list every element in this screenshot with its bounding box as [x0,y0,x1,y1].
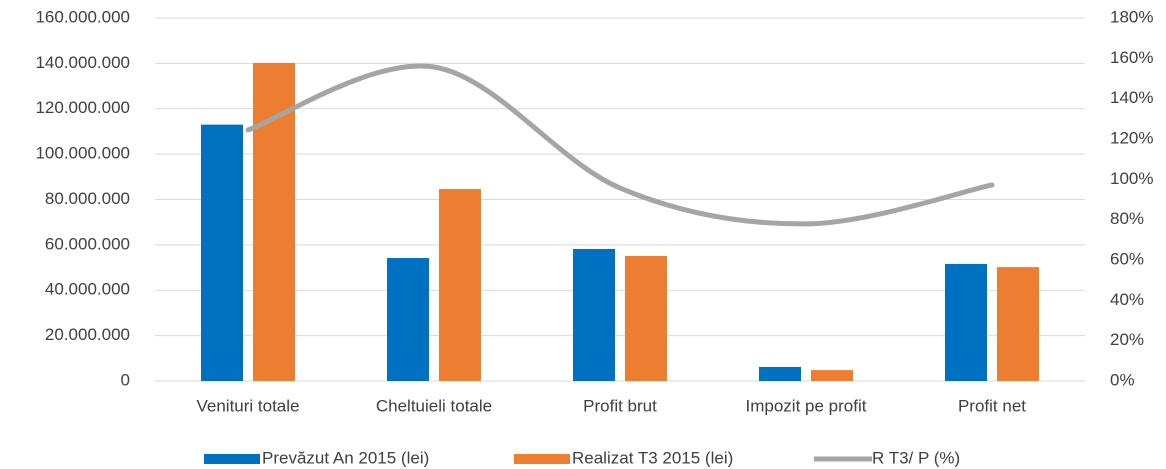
x-tick-label: Profit brut [583,396,657,415]
bar [625,255,667,381]
bar [387,258,429,381]
bar [997,267,1039,381]
y2-tick-label: 140% [1110,88,1153,107]
y-tick-label: 160.000.000 [35,7,130,26]
legend-label: Prevăzut An 2015 (lei) [262,448,429,467]
bar [201,124,243,381]
y2-tick-label: 120% [1110,128,1153,147]
x-tick-label: Cheltuieli totale [376,396,492,415]
y2-tick-label: 80% [1110,209,1144,228]
y2-tick-label: 100% [1110,169,1153,188]
y-tick-label: 120.000.000 [35,98,130,117]
y-tick-label: 100.000.000 [35,144,130,163]
y-tick-label: 40.000.000 [45,280,130,299]
x-tick-label: Profit net [958,396,1026,415]
y2-tick-label: 40% [1110,290,1144,309]
y-tick-label: 0 [121,370,130,389]
y2-tick-label: 0% [1110,370,1135,389]
y-tick-label: 60.000.000 [45,234,130,253]
y2-tick-label: 180% [1110,7,1153,26]
y-tick-label: 20.000.000 [45,325,130,344]
bar [945,263,987,381]
y2-tick-label: 20% [1110,330,1144,349]
line [245,63,995,227]
bar [573,248,615,381]
legend-swatch [514,454,570,464]
x-tick-label: Impozit pe profit [746,396,867,415]
bar [439,189,481,381]
y2-tick-label: 60% [1110,249,1144,268]
y-tick-label: 80.000.000 [45,189,130,208]
bar [759,366,801,381]
legend-label: R T3/ P (%) [872,448,960,467]
y-tick-label: 140.000.000 [35,53,130,72]
y2-tick-label: 160% [1110,48,1153,67]
x-tick-label: Venituri totale [196,396,299,415]
legend-label: Realizat T3 2015 (lei) [572,448,733,467]
legend-swatch [204,454,260,464]
bar [811,370,853,381]
